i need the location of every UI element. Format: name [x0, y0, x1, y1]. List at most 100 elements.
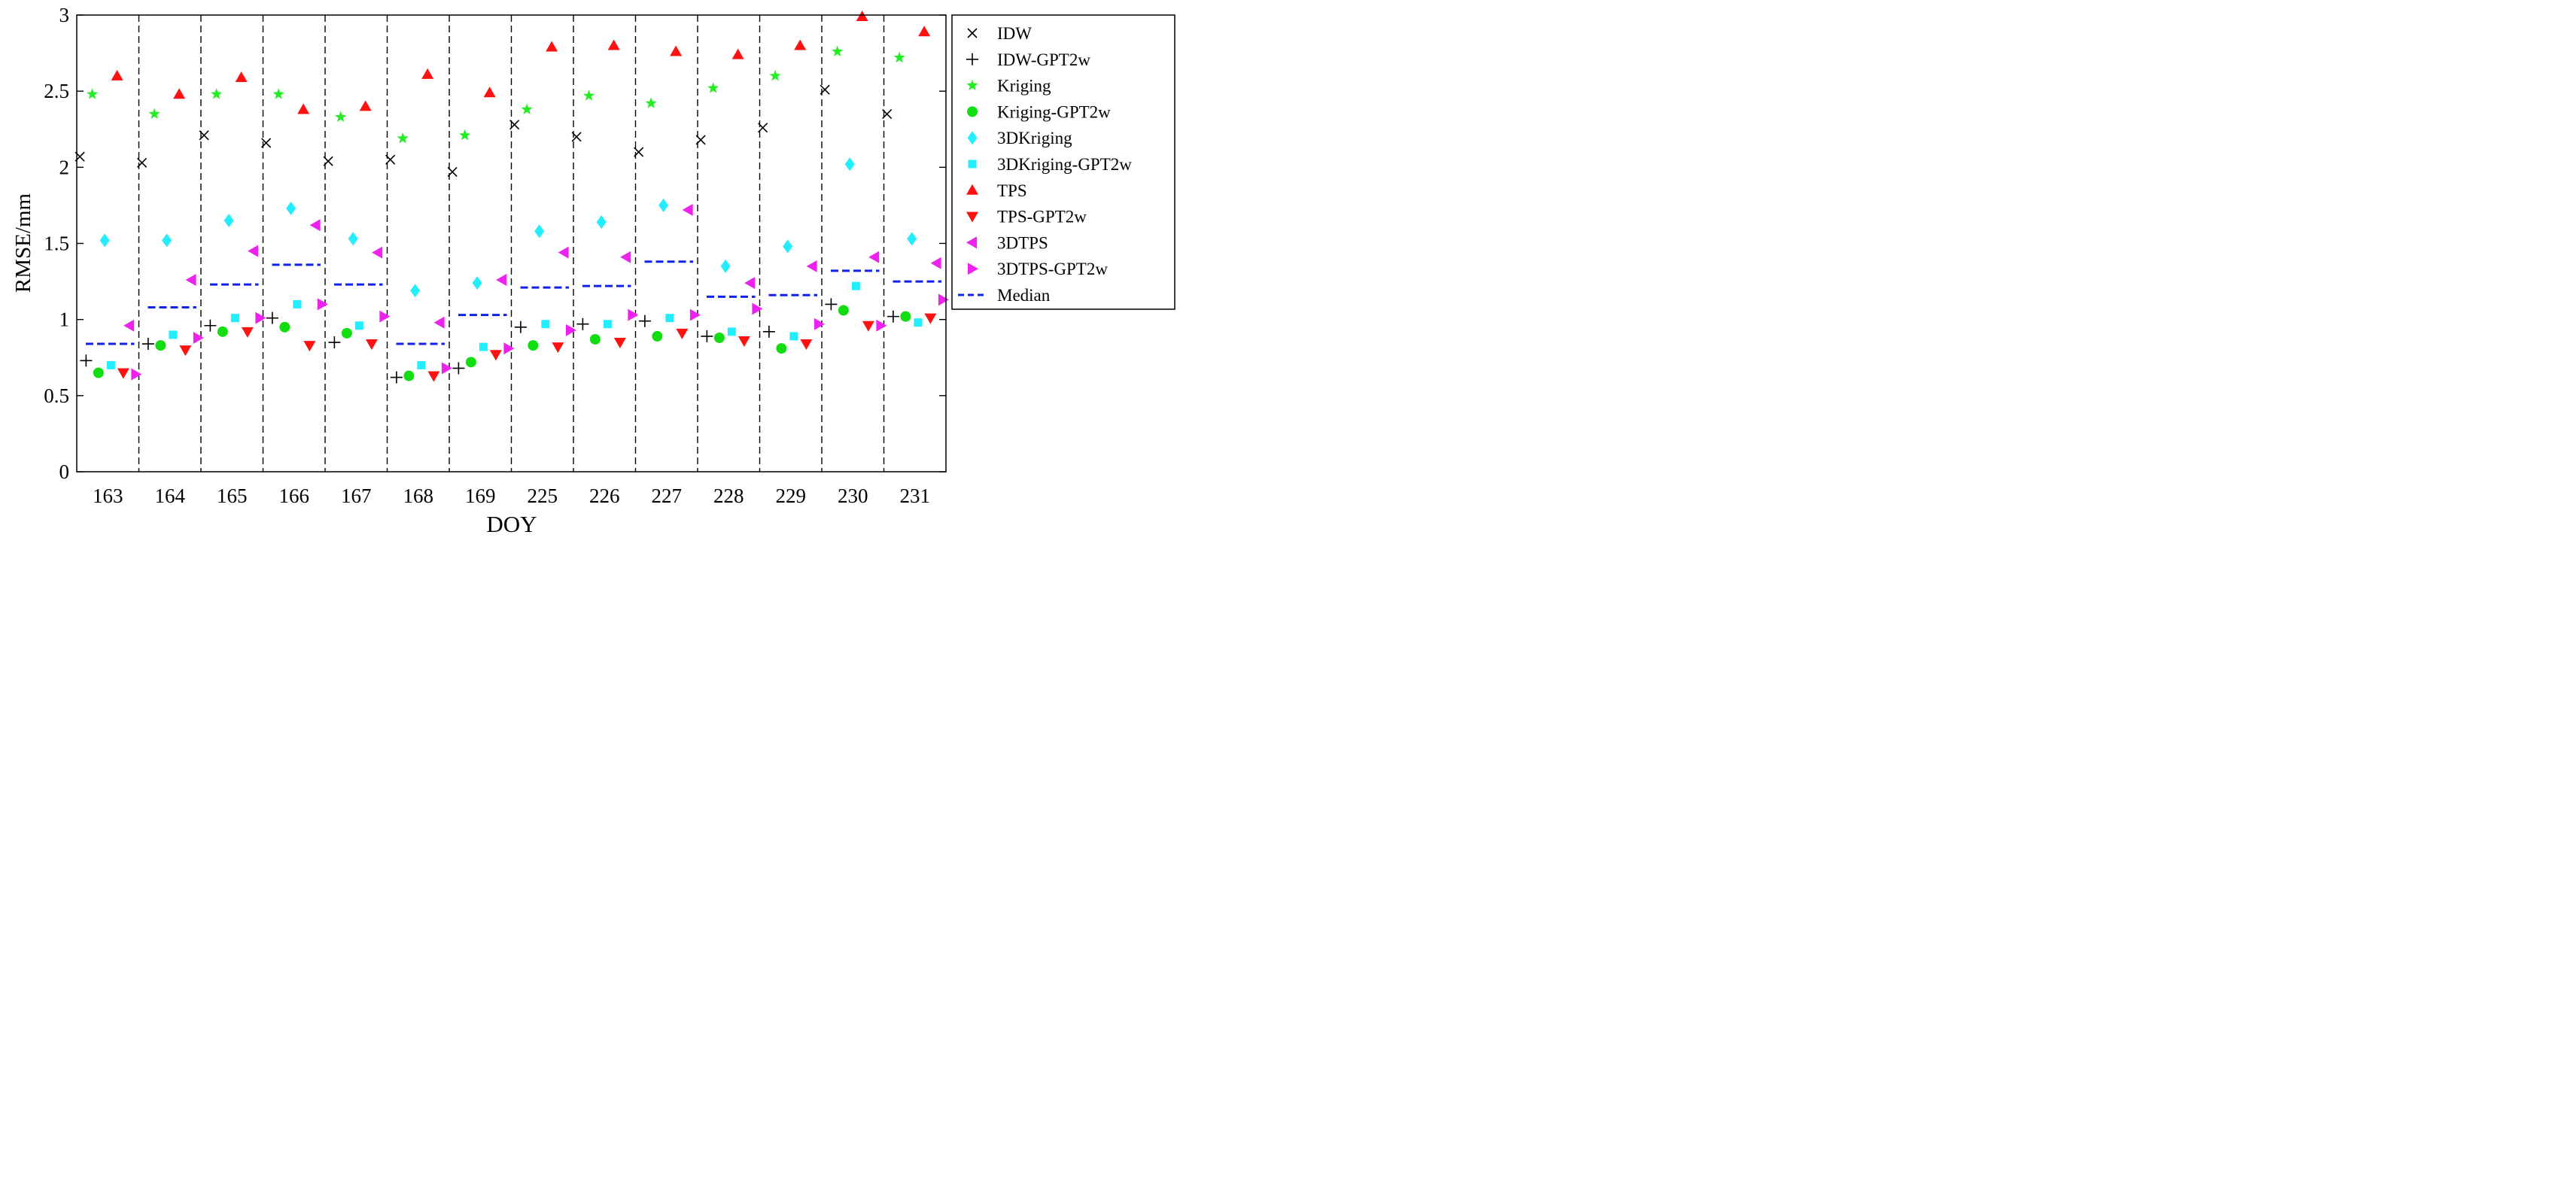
data-point — [783, 239, 793, 254]
median-lines — [86, 260, 941, 345]
data-point — [379, 310, 391, 323]
data-point — [652, 330, 663, 342]
data-point — [317, 298, 328, 311]
legend-marker — [967, 131, 978, 145]
data-point — [665, 314, 674, 323]
data-point — [173, 88, 186, 99]
legend-label: 3DKriging — [997, 129, 1072, 147]
y-tick-label: 1 — [59, 308, 70, 331]
data-point — [354, 321, 363, 330]
data-point — [141, 338, 154, 351]
legend-label: Median — [997, 286, 1051, 305]
data-point — [613, 338, 626, 349]
data-point — [876, 319, 887, 332]
data-point — [248, 245, 259, 257]
data-point — [758, 123, 768, 133]
data-point — [825, 298, 838, 311]
data-point — [131, 368, 142, 381]
data-point — [541, 320, 550, 329]
data-point — [309, 219, 321, 232]
data-point — [162, 233, 172, 248]
data-point — [576, 318, 589, 330]
data-point — [286, 201, 297, 215]
data-point — [670, 45, 683, 56]
data-point — [372, 246, 383, 259]
x-tick-label: 230 — [838, 485, 868, 507]
data-point — [297, 103, 310, 114]
x-tick-label: 231 — [900, 485, 931, 507]
x-tick-label: 229 — [776, 485, 807, 507]
data-point — [769, 69, 781, 81]
legend-label: IDW-GPT2w — [997, 50, 1090, 69]
legend-label: TPS — [997, 181, 1027, 200]
x-tick-label: 225 — [528, 485, 558, 507]
data-point — [862, 321, 874, 332]
x-tick-label: 167 — [341, 485, 372, 507]
data-point — [279, 321, 290, 333]
data-point — [241, 327, 254, 338]
data-point — [589, 333, 601, 345]
data-point — [421, 68, 434, 79]
data-point — [820, 84, 830, 95]
data-point — [496, 274, 507, 287]
data-point — [762, 325, 775, 338]
x-tick-label: 166 — [279, 485, 310, 507]
x-tick-label: 226 — [589, 485, 620, 507]
data-point — [441, 362, 452, 375]
data-point — [832, 45, 844, 57]
data-point — [720, 259, 731, 273]
data-point — [596, 215, 607, 229]
data-point — [907, 232, 917, 246]
data-point — [938, 293, 949, 306]
data-point — [628, 308, 639, 321]
x-tick-label: 227 — [652, 485, 683, 507]
y-tick-label: 2 — [59, 156, 70, 178]
legend-label: IDW — [997, 24, 1032, 43]
data-point — [479, 342, 488, 351]
y-tick-label: 2.5 — [44, 80, 69, 102]
data-point — [738, 336, 750, 347]
data-point — [603, 320, 612, 329]
data-point — [417, 360, 426, 369]
data-point — [528, 340, 539, 351]
data-point — [658, 198, 669, 212]
data-point — [348, 232, 358, 246]
data-point — [390, 371, 403, 384]
data-point — [235, 71, 248, 82]
data-point — [638, 314, 651, 327]
data-point — [930, 257, 941, 269]
data-point — [293, 299, 302, 308]
data-point — [80, 354, 93, 367]
data-point — [224, 214, 234, 228]
data-point — [447, 166, 458, 177]
y-axis-label: RMSE/mm — [11, 193, 35, 293]
data-point — [583, 90, 595, 101]
data-markers — [75, 11, 949, 384]
data-point — [261, 138, 272, 148]
data-point — [179, 345, 192, 357]
data-point — [924, 313, 937, 324]
data-point — [689, 308, 701, 321]
data-point — [87, 88, 99, 99]
data-point — [483, 87, 496, 98]
y-tick-label: 1.5 — [44, 232, 69, 255]
data-point — [882, 108, 893, 120]
legend-marker — [966, 53, 978, 65]
data-point — [328, 336, 341, 349]
data-point — [341, 327, 352, 339]
x-tick-label: 228 — [713, 485, 744, 507]
data-point — [682, 203, 693, 216]
y-axis: 0 0.5 1 1.5 2 2.5 3 — [44, 4, 946, 483]
data-point — [713, 332, 725, 343]
data-point — [193, 331, 204, 344]
data-point — [565, 324, 576, 336]
data-point — [365, 339, 378, 351]
data-point — [607, 39, 620, 50]
data-point — [489, 350, 502, 361]
data-point — [204, 319, 217, 332]
legend-label: 3DTPS-GPT2w — [997, 260, 1108, 278]
data-point — [403, 370, 415, 381]
x-axis: 163 164 165 166 167 168 169 225 226 227 228 229 230 2… — [93, 485, 930, 507]
data-point — [111, 69, 123, 81]
legend-marker — [967, 106, 978, 117]
